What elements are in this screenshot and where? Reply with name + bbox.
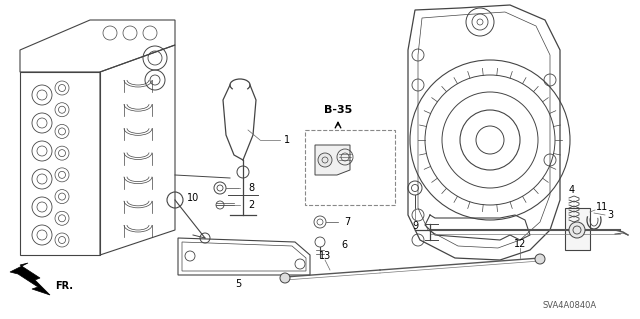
Circle shape	[318, 153, 332, 167]
Polygon shape	[10, 263, 50, 295]
Bar	[305, 130, 395, 205]
Text: FR.: FR.	[55, 281, 73, 291]
Text: 6: 6	[341, 240, 347, 250]
Text: 2: 2	[248, 200, 254, 210]
Text: SVA4A0840A: SVA4A0840A	[543, 300, 597, 309]
Text: B-35: B-35	[324, 105, 352, 115]
Text: 8: 8	[248, 183, 254, 193]
Text: 13: 13	[319, 251, 331, 261]
Polygon shape	[565, 208, 590, 250]
Text: 3: 3	[607, 210, 613, 220]
Text: 1: 1	[284, 135, 290, 145]
Circle shape	[569, 222, 585, 238]
Circle shape	[535, 254, 545, 264]
Text: 12: 12	[514, 239, 526, 249]
Text: 9: 9	[412, 221, 418, 231]
Text: 10: 10	[187, 193, 199, 203]
Text: 5: 5	[235, 279, 241, 289]
Text: 7: 7	[344, 217, 350, 227]
Text: 4: 4	[569, 185, 575, 195]
Polygon shape	[315, 145, 350, 175]
Circle shape	[280, 273, 290, 283]
Text: 11: 11	[596, 202, 608, 212]
